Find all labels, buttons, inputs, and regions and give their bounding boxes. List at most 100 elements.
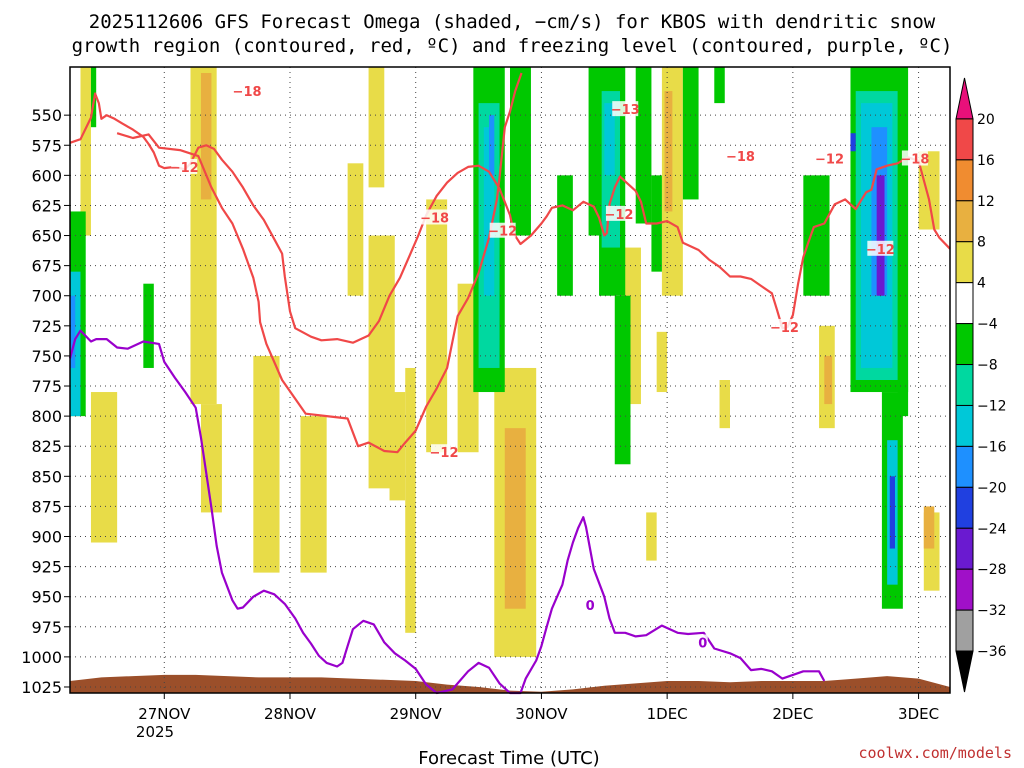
y-tick-label: 725 <box>31 317 62 336</box>
colorbar-label: 8 <box>977 235 986 251</box>
x-tick-label: 28NOV <box>264 705 317 723</box>
y-tick-label: 975 <box>31 618 62 637</box>
colorbar-label: 12 <box>977 194 995 210</box>
contour-label-bg <box>727 148 754 164</box>
contour-label: −12 <box>815 152 844 167</box>
y-tick-label: 675 <box>31 257 62 276</box>
contour-label: −12 <box>170 161 199 176</box>
omega-shade-region <box>389 392 406 501</box>
colorbar-label: −4 <box>977 317 998 333</box>
omega-shade-region <box>682 67 699 200</box>
omega-shade-region <box>80 67 91 236</box>
colorbar-label: 16 <box>977 153 995 169</box>
colorbar-label: −36 <box>977 644 1007 660</box>
colorbar-swatch <box>955 282 974 325</box>
y-tick-label: 850 <box>31 467 62 486</box>
omega-shade-region <box>504 428 526 609</box>
contour-label: 0 <box>586 599 595 614</box>
chart-title: 2025112606 GFS Forecast Omega (shaded, −… <box>72 11 953 57</box>
colorbar-swatch <box>955 609 974 652</box>
y-tick-label: 1025 <box>21 678 62 697</box>
surface-area <box>70 674 950 693</box>
contour-label: −18 <box>233 85 262 100</box>
contour-label: −12 <box>430 446 459 461</box>
contour-label-bg <box>867 240 894 256</box>
omega-shade-region <box>70 295 76 368</box>
colorbar-swatch <box>955 159 974 202</box>
x-axis: 2025 27NOV 28NOV 29NOV 30NOV 1DEC 2DEC 3DEC <box>136 693 939 741</box>
colorbar-label: 4 <box>977 276 986 292</box>
y-tick-label: 625 <box>31 196 62 215</box>
colorbar-top-arrow <box>955 77 974 120</box>
x-axis-year-label: 2025 <box>136 723 174 741</box>
omega-shade-region <box>714 67 725 104</box>
colorbar-swatch <box>955 568 974 611</box>
omega-shade-region <box>656 331 668 393</box>
y-tick-label: 900 <box>31 528 62 547</box>
y-tick-label: 550 <box>31 106 62 125</box>
x-tick-label: 30NOV <box>515 705 568 723</box>
omega-shade-region <box>614 295 631 465</box>
y-tick-label: 1000 <box>21 648 62 667</box>
plot-border <box>69 66 951 694</box>
contour-label-bg <box>816 150 843 166</box>
y-tick-label: 825 <box>31 437 62 456</box>
contour-label: −18 <box>726 150 755 165</box>
colorbar-swatch <box>955 404 974 447</box>
y-tick-label: 925 <box>31 558 62 577</box>
omega-shade-region <box>918 151 940 230</box>
x-tick-label: 29NOV <box>390 705 443 723</box>
contour-label-bg <box>612 101 639 117</box>
colorbar-label: −32 <box>977 603 1007 619</box>
contour-label-bg <box>585 597 596 613</box>
colorbar-label: −20 <box>977 480 1007 496</box>
omega-shading <box>70 67 940 657</box>
contour-label-bg <box>901 150 928 166</box>
omega-shade-region <box>664 91 673 212</box>
colorbar-swatch <box>955 323 974 366</box>
omega-shade-region <box>850 133 856 152</box>
terrain-surface <box>70 674 950 693</box>
colorbar-swatch <box>955 527 974 570</box>
contour-label-bg <box>489 222 516 238</box>
contour-label: −13 <box>611 103 640 118</box>
colorbar-label: −12 <box>977 398 1007 414</box>
contour-label: −12 <box>866 243 895 258</box>
y-tick-label: 575 <box>31 136 62 155</box>
contour-labels: −18 −12 −18 −12 −12 −13 −12 −18 −12 −18 −12 −12 0 0 <box>170 83 929 651</box>
colorbar: 20 16 12 8 4 −4 −8 −12 −16 −20 −24 −28 −32 −36 <box>955 77 1007 693</box>
y-axis: 1025 1000 975 950 925 900 875 850 825 800 775 750 72… <box>21 106 70 697</box>
contours <box>68 72 951 695</box>
omega-shade-region <box>200 73 212 200</box>
y-tick-label: 950 <box>31 588 62 607</box>
omega-shade-region <box>426 199 448 453</box>
contour-label: 0 <box>698 636 707 651</box>
omega-shade-region <box>347 163 364 296</box>
colorbar-label: 20 <box>977 112 995 128</box>
colorbar-swatch <box>955 486 974 529</box>
contour-label-bg <box>234 83 261 99</box>
omega-shade-region <box>897 380 909 417</box>
omega-shade-region <box>200 404 222 513</box>
colorbar-bottom-arrow <box>955 650 974 693</box>
omega-shade-region <box>300 416 327 573</box>
contour-label: −12 <box>488 225 517 240</box>
contour-label-bg <box>771 319 798 335</box>
colorbar-swatch <box>955 118 974 161</box>
omega-shade-region <box>489 115 495 176</box>
title-line-2: growth region (contoured, red, ºC) and f… <box>72 35 953 57</box>
x-tick-label: 2DEC <box>772 705 813 723</box>
credit-text: coolwx.com/models <box>858 744 1012 762</box>
colorbar-swatch <box>955 445 974 488</box>
plot-frame <box>69 66 951 694</box>
contour-label-bg <box>605 205 632 221</box>
omega-shade-region <box>368 67 385 188</box>
omega-shade-region <box>90 392 118 543</box>
y-tick-label: 600 <box>31 166 62 185</box>
x-tick-label: 3DEC <box>898 705 939 723</box>
colorbar-label: −8 <box>977 358 998 374</box>
colorbar-label: −24 <box>977 521 1007 537</box>
x-tick-label: 27NOV <box>138 705 191 723</box>
contour-label: −18 <box>420 211 449 226</box>
x-axis-label: Forecast Time (UTC) <box>418 748 599 768</box>
